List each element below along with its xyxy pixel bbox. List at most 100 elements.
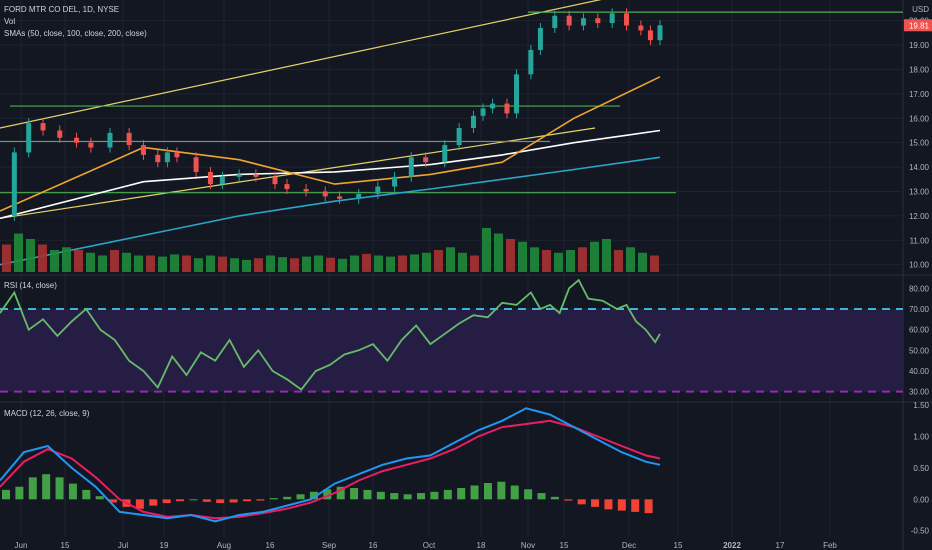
macd-histogram-bar bbox=[109, 499, 118, 503]
candle-body bbox=[566, 15, 572, 26]
price-tick-label: 15.00 bbox=[909, 139, 930, 148]
price-tick-label: 16.00 bbox=[909, 114, 930, 123]
volume-bar bbox=[26, 239, 35, 272]
volume-bar bbox=[14, 233, 23, 272]
macd-histogram-bar bbox=[162, 499, 171, 504]
x-tick-label: 18 bbox=[477, 541, 486, 550]
macd-histogram-bar bbox=[497, 481, 506, 500]
macd-histogram-bar bbox=[28, 477, 37, 500]
candle-body bbox=[552, 15, 558, 28]
x-tick-label: Jul bbox=[118, 541, 128, 550]
x-tick-label: Jun bbox=[15, 541, 28, 550]
volume-bar bbox=[326, 257, 335, 272]
macd-tick-label: 0.00 bbox=[913, 495, 929, 504]
volume-bar bbox=[458, 252, 467, 272]
price-tick-label: 14.00 bbox=[909, 163, 930, 172]
last-price-tag bbox=[904, 19, 932, 32]
candle-body bbox=[126, 132, 132, 146]
macd-signal-line bbox=[0, 419, 661, 520]
volume-bar bbox=[38, 244, 47, 272]
volume-bar bbox=[194, 258, 203, 272]
candle-body bbox=[609, 13, 615, 24]
volume-bar bbox=[278, 257, 287, 272]
macd-legend: MACD (12, 26, close, 9) bbox=[4, 409, 90, 418]
candle-body bbox=[140, 145, 146, 155]
volume-bar bbox=[374, 255, 383, 272]
candle-body bbox=[392, 176, 398, 187]
macd-line bbox=[0, 407, 661, 523]
macd-histogram-bar bbox=[2, 489, 10, 500]
volume-bar bbox=[122, 252, 131, 272]
candle-body bbox=[303, 189, 309, 192]
candle-body bbox=[193, 157, 199, 172]
macd-histogram-bar bbox=[149, 499, 158, 506]
macd-histogram-bar bbox=[524, 489, 533, 500]
price-tick-label: 11.00 bbox=[910, 236, 930, 245]
volume-bar bbox=[482, 228, 491, 272]
volume-legend: Vol bbox=[4, 17, 15, 26]
macd-histogram-bar bbox=[323, 489, 332, 500]
macd-histogram-bar bbox=[390, 493, 399, 500]
x-tick-label: Nov bbox=[521, 541, 535, 550]
x-tick-label: 16 bbox=[266, 541, 275, 550]
candle-body bbox=[236, 174, 242, 177]
volume-bar bbox=[206, 255, 215, 272]
candle-body bbox=[657, 25, 663, 41]
macd-histogram-bar bbox=[403, 494, 412, 500]
macd-histogram-bar bbox=[309, 491, 318, 500]
macd-histogram-bar bbox=[470, 485, 479, 500]
candle-body bbox=[528, 49, 534, 75]
candle-body bbox=[322, 191, 328, 197]
candle-body bbox=[219, 176, 225, 185]
price-tick-label: 10.00 bbox=[909, 261, 930, 270]
candle-body bbox=[74, 137, 80, 143]
macd-histogram-bar bbox=[95, 496, 104, 500]
chart-title: FORD MTR CO DEL, 1D, NYSE bbox=[4, 5, 119, 14]
macd-histogram-bar bbox=[242, 499, 251, 502]
x-tick-label: 17 bbox=[776, 541, 785, 550]
rsi-legend: RSI (14, close) bbox=[4, 281, 57, 290]
volume-bar bbox=[446, 247, 455, 272]
candle-body bbox=[253, 174, 259, 177]
volume-bar bbox=[554, 252, 563, 272]
macd-histogram-bar bbox=[135, 499, 144, 509]
price-tick-label: 13.00 bbox=[909, 187, 930, 196]
volume-bar bbox=[614, 250, 623, 272]
candle-body bbox=[164, 152, 170, 163]
volume-bar bbox=[98, 255, 107, 272]
price-tick-label: 19.00 bbox=[909, 41, 930, 50]
candle-body bbox=[284, 184, 290, 190]
macd-histogram-bar bbox=[296, 494, 305, 500]
macd-histogram-bar bbox=[42, 474, 51, 500]
volume-bar bbox=[506, 239, 515, 272]
volume-bar bbox=[242, 259, 251, 272]
volume-bar bbox=[398, 255, 407, 272]
volume-bar bbox=[110, 250, 119, 272]
macd-histogram-bar bbox=[216, 499, 225, 504]
rsi-tick-label: 30.00 bbox=[909, 388, 930, 397]
macd-histogram-bar bbox=[176, 499, 185, 502]
volume-bar bbox=[494, 233, 503, 272]
rsi-tick-label: 40.00 bbox=[909, 367, 930, 376]
x-tick-label: 15 bbox=[674, 541, 683, 550]
sma-200-line bbox=[0, 156, 661, 266]
candle-body bbox=[174, 152, 180, 158]
x-tick-label: Oct bbox=[423, 541, 436, 550]
volume-bar bbox=[410, 254, 419, 272]
volume-bar bbox=[530, 247, 539, 272]
candle-body bbox=[624, 13, 630, 26]
x-tick-label: 2022 bbox=[723, 541, 741, 550]
sma-100-line bbox=[0, 129, 661, 220]
macd-histogram-bar bbox=[644, 499, 653, 514]
x-tick-label: Sep bbox=[322, 541, 337, 550]
volume-bar bbox=[434, 250, 443, 272]
candle-body bbox=[356, 193, 362, 199]
volume-bar bbox=[314, 255, 323, 272]
macd-histogram-bar bbox=[256, 499, 265, 501]
macd-histogram-bar bbox=[189, 499, 198, 501]
price-tick-label: 12.00 bbox=[909, 212, 930, 221]
sma-legend: SMAs (50, close, 100, close, 200, close) bbox=[4, 29, 147, 38]
rsi-tick-label: 80.00 bbox=[909, 284, 930, 293]
volume-bar bbox=[350, 255, 359, 272]
candle-body bbox=[272, 176, 278, 185]
